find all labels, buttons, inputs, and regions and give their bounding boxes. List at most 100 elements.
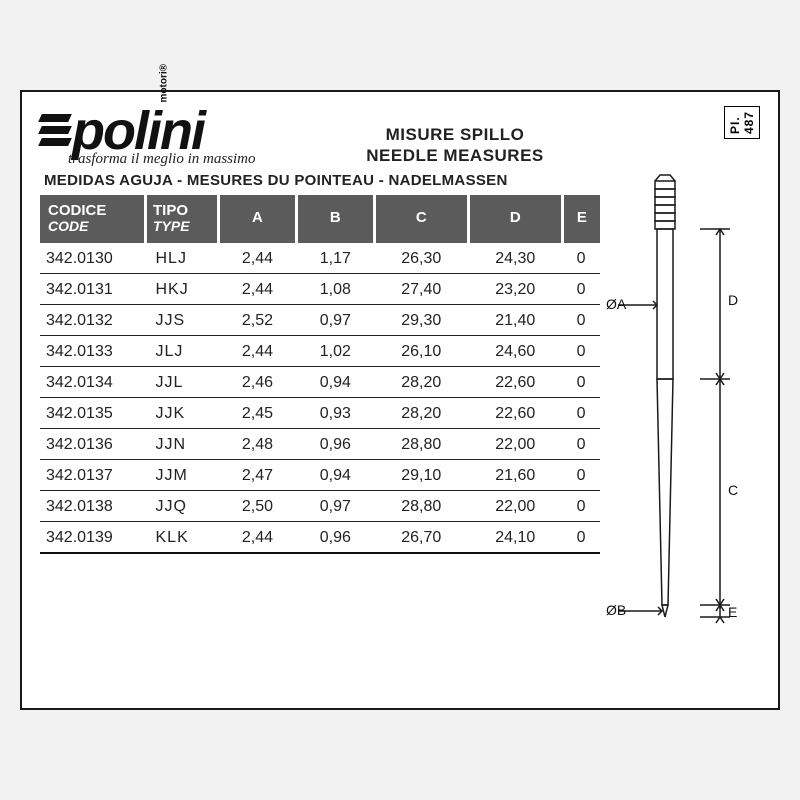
cell-a: 2,46 <box>219 366 297 397</box>
cell-e: 0 <box>562 490 600 521</box>
table-row: 342.0134JJL2,460,9428,2022,600 <box>40 366 600 397</box>
cell-a: 2,44 <box>219 335 297 366</box>
col-b: B <box>296 195 374 243</box>
cell-e: 0 <box>562 304 600 335</box>
col-a: A <box>219 195 297 243</box>
measures-table: CODICE CODE TIPO TYPE A B C D E 342.0130… <box>40 195 600 554</box>
table-row: 342.0135JJK2,450,9328,2022,600 <box>40 397 600 428</box>
cell-b: 0,93 <box>296 397 374 428</box>
cell-e: 0 <box>562 366 600 397</box>
cell-code: 342.0132 <box>40 304 146 335</box>
cell-d: 24,10 <box>468 521 562 553</box>
cell-e: 0 <box>562 335 600 366</box>
col-d: D <box>468 195 562 243</box>
col-code: CODICE CODE <box>40 195 146 243</box>
logo-block: polini motori® trasforma il meglio in ma… <box>40 106 300 168</box>
label-c: C <box>728 482 738 498</box>
cell-a: 2,48 <box>219 428 297 459</box>
cell-a: 2,45 <box>219 397 297 428</box>
cell-c: 27,40 <box>374 273 468 304</box>
cell-type: JLJ <box>146 335 219 366</box>
cell-c: 26,30 <box>374 243 468 274</box>
cell-e: 0 <box>562 397 600 428</box>
cell-c: 29,30 <box>374 304 468 335</box>
needle-diagram: ØA ØB D C E <box>600 165 760 645</box>
cell-a: 2,50 <box>219 490 297 521</box>
cell-code: 342.0135 <box>40 397 146 428</box>
col-c: C <box>374 195 468 243</box>
cell-type: KLK <box>146 521 219 553</box>
title-line1: MISURE SPILLO <box>300 124 610 145</box>
label-d: D <box>728 292 738 308</box>
cell-a: 2,47 <box>219 459 297 490</box>
cell-e: 0 <box>562 243 600 274</box>
col-e: E <box>562 195 600 243</box>
cell-a: 2,52 <box>219 304 297 335</box>
cell-c: 26,70 <box>374 521 468 553</box>
cell-d: 21,60 <box>468 459 562 490</box>
cell-d: 22,60 <box>468 366 562 397</box>
cell-e: 0 <box>562 428 600 459</box>
cell-d: 24,30 <box>468 243 562 274</box>
cell-b: 0,94 <box>296 459 374 490</box>
cell-type: JJK <box>146 397 219 428</box>
table-row: 342.0133JLJ2,441,0226,1024,600 <box>40 335 600 366</box>
table-body: 342.0130HLJ2,441,1726,3024,300342.0131HK… <box>40 243 600 553</box>
label-dia-b: ØB <box>606 602 626 618</box>
cell-e: 0 <box>562 459 600 490</box>
cell-c: 28,80 <box>374 490 468 521</box>
cell-d: 22,00 <box>468 428 562 459</box>
table-row: 342.0139KLK2,440,9626,7024,100 <box>40 521 600 553</box>
table-row: 342.0138JJQ2,500,9728,8022,000 <box>40 490 600 521</box>
title-line2: NEEDLE MEASURES <box>300 145 610 166</box>
cell-b: 0,97 <box>296 490 374 521</box>
cell-type: JJN <box>146 428 219 459</box>
sheet-title: MISURE SPILLO NEEDLE MEASURES <box>300 106 610 167</box>
cell-b: 0,96 <box>296 521 374 553</box>
label-e: E <box>728 604 737 620</box>
cell-type: JJL <box>146 366 219 397</box>
table-row: 342.0131HKJ2,441,0827,4023,200 <box>40 273 600 304</box>
cell-code: 342.0137 <box>40 459 146 490</box>
cell-b: 0,97 <box>296 304 374 335</box>
logo-brand: polini <box>72 109 204 155</box>
cell-type: JJQ <box>146 490 219 521</box>
cell-d: 23,20 <box>468 273 562 304</box>
cell-d: 21,40 <box>468 304 562 335</box>
cell-b: 1,02 <box>296 335 374 366</box>
logo-stripes-icon <box>40 114 70 150</box>
reference-code: PI. 487 <box>724 106 760 139</box>
cell-a: 2,44 <box>219 243 297 274</box>
cell-d: 24,60 <box>468 335 562 366</box>
spec-sheet: polini motori® trasforma il meglio in ma… <box>20 90 780 710</box>
cell-b: 1,17 <box>296 243 374 274</box>
cell-code: 342.0136 <box>40 428 146 459</box>
cell-a: 2,44 <box>219 521 297 553</box>
polini-logo: polini motori® <box>40 106 204 155</box>
table-row: 342.0132JJS2,520,9729,3021,400 <box>40 304 600 335</box>
cell-type: JJM <box>146 459 219 490</box>
table-row: 342.0130HLJ2,441,1726,3024,300 <box>40 243 600 274</box>
header-row: polini motori® trasforma il meglio in ma… <box>40 106 760 168</box>
logo-motori: motori® <box>161 64 170 102</box>
cell-c: 26,10 <box>374 335 468 366</box>
table-row: 342.0136JJN2,480,9628,8022,000 <box>40 428 600 459</box>
cell-type: HKJ <box>146 273 219 304</box>
cell-code: 342.0130 <box>40 243 146 274</box>
cell-code: 342.0131 <box>40 273 146 304</box>
cell-a: 2,44 <box>219 273 297 304</box>
cell-c: 29,10 <box>374 459 468 490</box>
cell-d: 22,00 <box>468 490 562 521</box>
table-row: 342.0137JJM2,470,9429,1021,600 <box>40 459 600 490</box>
label-dia-a: ØA <box>606 296 627 312</box>
cell-b: 1,08 <box>296 273 374 304</box>
content-row: CODICE CODE TIPO TYPE A B C D E 342.0130… <box>40 195 760 645</box>
cell-code: 342.0134 <box>40 366 146 397</box>
cell-c: 28,80 <box>374 428 468 459</box>
cell-b: 0,94 <box>296 366 374 397</box>
cell-code: 342.0138 <box>40 490 146 521</box>
cell-c: 28,20 <box>374 397 468 428</box>
cell-type: HLJ <box>146 243 219 274</box>
cell-code: 342.0133 <box>40 335 146 366</box>
cell-e: 0 <box>562 273 600 304</box>
